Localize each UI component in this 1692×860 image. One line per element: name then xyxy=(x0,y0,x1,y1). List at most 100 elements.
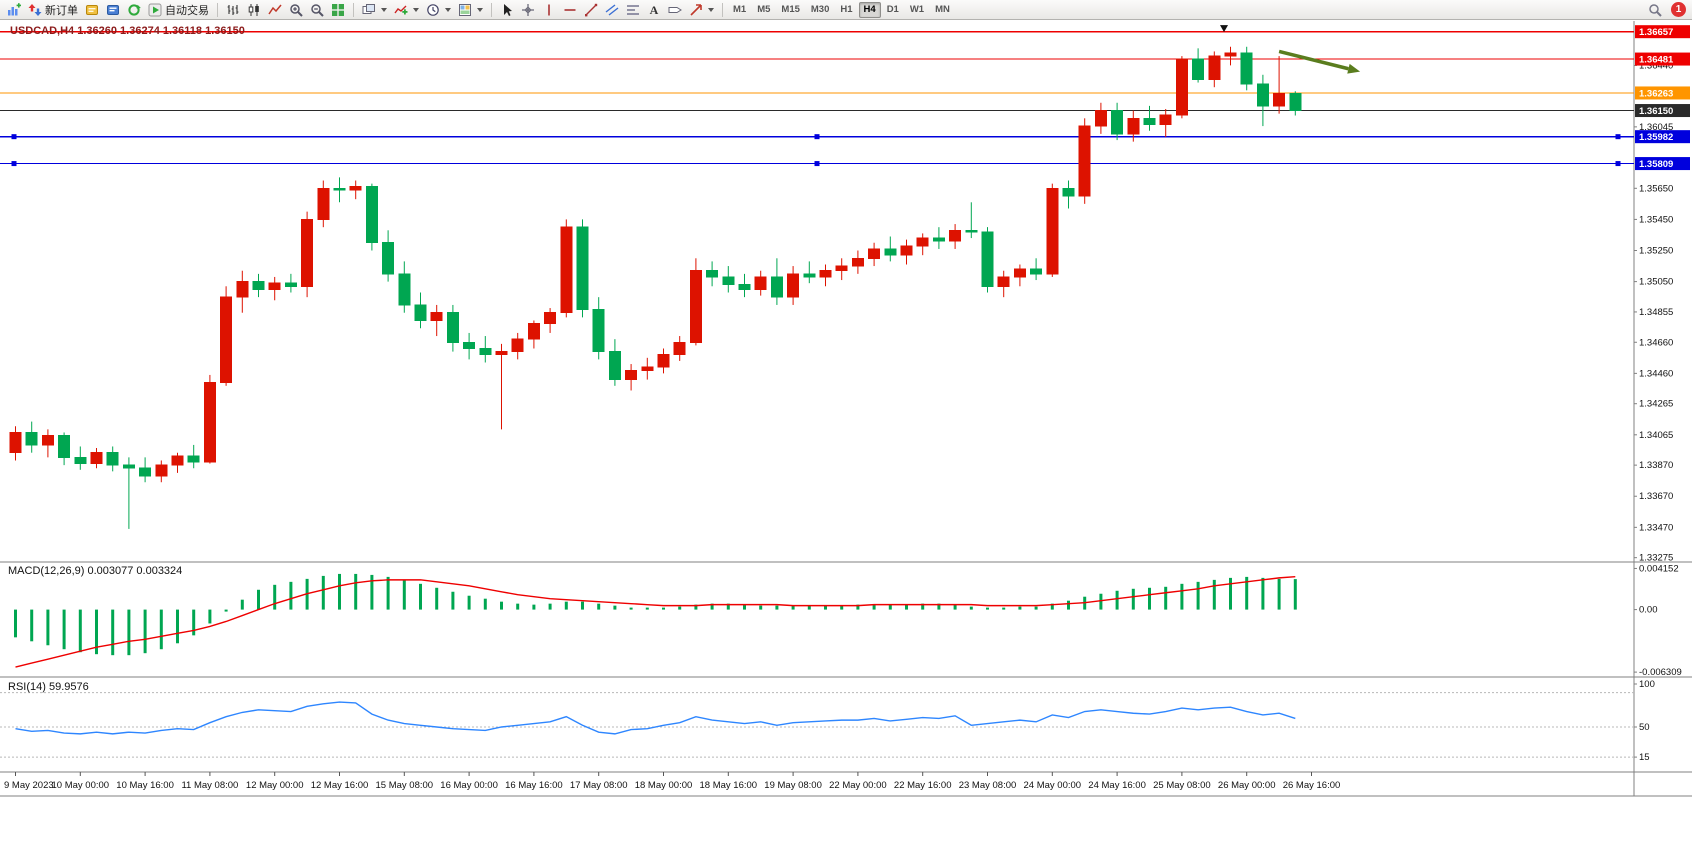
svg-text:1.36440: 1.36440 xyxy=(1639,60,1673,71)
svg-text:50: 50 xyxy=(1639,722,1650,733)
svg-text:1.36045: 1.36045 xyxy=(1639,122,1673,133)
svg-text:10 May 00:00: 10 May 00:00 xyxy=(52,780,110,791)
equidistant-channel-button[interactable] xyxy=(602,1,622,19)
zoom-out-icon xyxy=(311,3,324,17)
cursor-icon xyxy=(504,3,512,16)
timeframe-button-m5[interactable]: M5 xyxy=(752,2,775,18)
svg-text:24 May 16:00: 24 May 16:00 xyxy=(1088,780,1146,791)
svg-text:1.33870: 1.33870 xyxy=(1639,460,1673,471)
svg-text:1.34660: 1.34660 xyxy=(1639,337,1673,348)
svg-text:19 May 08:00: 19 May 08:00 xyxy=(764,780,822,791)
price-axis: 1.36440 1.36045 1.35650 1.35450 1.35250 1.350… xyxy=(1634,60,1682,763)
refresh-button[interactable] xyxy=(124,1,144,19)
svg-text:9 May 2023: 9 May 2023 xyxy=(4,780,54,791)
timeframe-button-w1[interactable]: W1 xyxy=(905,2,929,18)
algo-trading-icon xyxy=(148,3,162,16)
bars-chart-button[interactable] xyxy=(223,1,243,19)
metaeditor-button[interactable] xyxy=(82,1,102,19)
svg-text:1.33470: 1.33470 xyxy=(1639,522,1673,533)
zoom-out-button[interactable] xyxy=(307,1,327,19)
fibonacci-icon xyxy=(627,4,639,15)
trend-arrow[interactable] xyxy=(1220,25,1361,74)
timeframe-button-h4[interactable]: H4 xyxy=(858,1,881,18)
timeframe-button-mn[interactable]: MN xyxy=(930,2,955,18)
vertical-line-icon xyxy=(548,4,550,15)
search-button[interactable] xyxy=(1645,1,1665,19)
vertical-line-button[interactable] xyxy=(539,1,559,19)
candlestick-series xyxy=(9,46,1302,529)
svg-text:12 May 00:00: 12 May 00:00 xyxy=(246,780,304,791)
timeframe-button-m1[interactable]: M1 xyxy=(728,2,751,18)
tile-windows-icon xyxy=(332,3,344,16)
algo-trading-button[interactable]: 自动交易 xyxy=(145,1,212,19)
cursor-button[interactable] xyxy=(497,1,517,19)
indicators-button[interactable] xyxy=(391,1,422,19)
svg-text:1.35450: 1.35450 xyxy=(1639,214,1673,225)
dropdown-caret-icon xyxy=(381,7,387,12)
trendline-button[interactable] xyxy=(581,1,601,19)
horizontal-lines[interactable] xyxy=(0,31,1634,167)
candlestick-chart-icon xyxy=(248,3,259,16)
toolbar-right-group: 1 xyxy=(1645,1,1688,19)
new-order-button[interactable]: 新订单 xyxy=(25,1,81,19)
svg-text:1.35050: 1.35050 xyxy=(1639,277,1673,288)
svg-text:15 May 08:00: 15 May 08:00 xyxy=(376,780,434,791)
bars-chart-icon xyxy=(227,4,239,15)
timeframe-button-m30[interactable]: M30 xyxy=(806,2,834,18)
refresh-icon xyxy=(128,3,141,16)
svg-text:1.35982: 1.35982 xyxy=(1639,132,1673,143)
svg-text:1.35650: 1.35650 xyxy=(1639,183,1673,194)
label-button[interactable] xyxy=(665,1,685,19)
tile-windows-button[interactable] xyxy=(328,1,348,19)
svg-text:-0.006309: -0.006309 xyxy=(1639,667,1682,678)
svg-text:26 May 00:00: 26 May 00:00 xyxy=(1218,780,1276,791)
timeframe-button-h1[interactable]: H1 xyxy=(835,2,857,18)
macd-panel xyxy=(14,573,1297,668)
toolbar-separator xyxy=(217,2,218,17)
svg-text:10 May 16:00: 10 May 16:00 xyxy=(116,780,174,791)
svg-text:25 May 08:00: 25 May 08:00 xyxy=(1153,780,1211,791)
candlestick-chart-button[interactable] xyxy=(244,1,264,19)
svg-text:16 May 00:00: 16 May 00:00 xyxy=(440,780,498,791)
fibonacci-button[interactable] xyxy=(623,1,643,19)
horizontal-line-button[interactable] xyxy=(560,1,580,19)
toolbar: 新订单 自动交易 xyxy=(0,0,1692,20)
trendline-icon xyxy=(585,3,598,16)
svg-text:1.35809: 1.35809 xyxy=(1639,159,1673,170)
arrows-button[interactable] xyxy=(686,1,717,19)
svg-text:15: 15 xyxy=(1639,752,1650,763)
toolbar-separator xyxy=(722,2,723,17)
price-line-badges: 1.36657 1.36481 1.36263 1.36150 1.35982 1.358… xyxy=(1635,25,1690,171)
toolbar-separator xyxy=(491,2,492,17)
arrange-windows-icon xyxy=(362,3,375,14)
svg-text:0.004152: 0.004152 xyxy=(1639,563,1679,574)
timeframe-button-m15[interactable]: M15 xyxy=(776,2,804,18)
svg-text:18 May 00:00: 18 May 00:00 xyxy=(635,780,693,791)
panel-frame xyxy=(0,20,1692,860)
svg-text:22 May 00:00: 22 May 00:00 xyxy=(829,780,887,791)
periods-button[interactable] xyxy=(423,1,454,19)
arrange-windows-button[interactable] xyxy=(359,1,390,19)
svg-text:1.36263: 1.36263 xyxy=(1639,88,1673,99)
search-icon xyxy=(1649,3,1662,17)
notification-badge[interactable]: 1 xyxy=(1671,2,1686,17)
templates-button[interactable] xyxy=(455,1,486,19)
toolbar-separator xyxy=(353,2,354,17)
svg-text:12 May 16:00: 12 May 16:00 xyxy=(311,780,369,791)
zoom-in-button[interactable] xyxy=(286,1,306,19)
timeframe-button-d1[interactable]: D1 xyxy=(882,2,904,18)
svg-text:11 May 08:00: 11 May 08:00 xyxy=(181,780,238,791)
equidistant-channel-icon xyxy=(605,3,619,16)
profiles-button[interactable] xyxy=(103,1,123,19)
crosshair-button[interactable] xyxy=(518,1,538,19)
horizontal-line-icon xyxy=(564,8,576,11)
text-button[interactable]: A xyxy=(644,1,664,19)
indicators-icon xyxy=(394,5,408,14)
arrows-icon xyxy=(690,3,702,16)
line-chart-button[interactable] xyxy=(265,1,285,19)
svg-text:1.36657: 1.36657 xyxy=(1639,27,1673,38)
svg-text:1.34460: 1.34460 xyxy=(1639,368,1673,379)
new-chart-button[interactable] xyxy=(4,1,24,19)
